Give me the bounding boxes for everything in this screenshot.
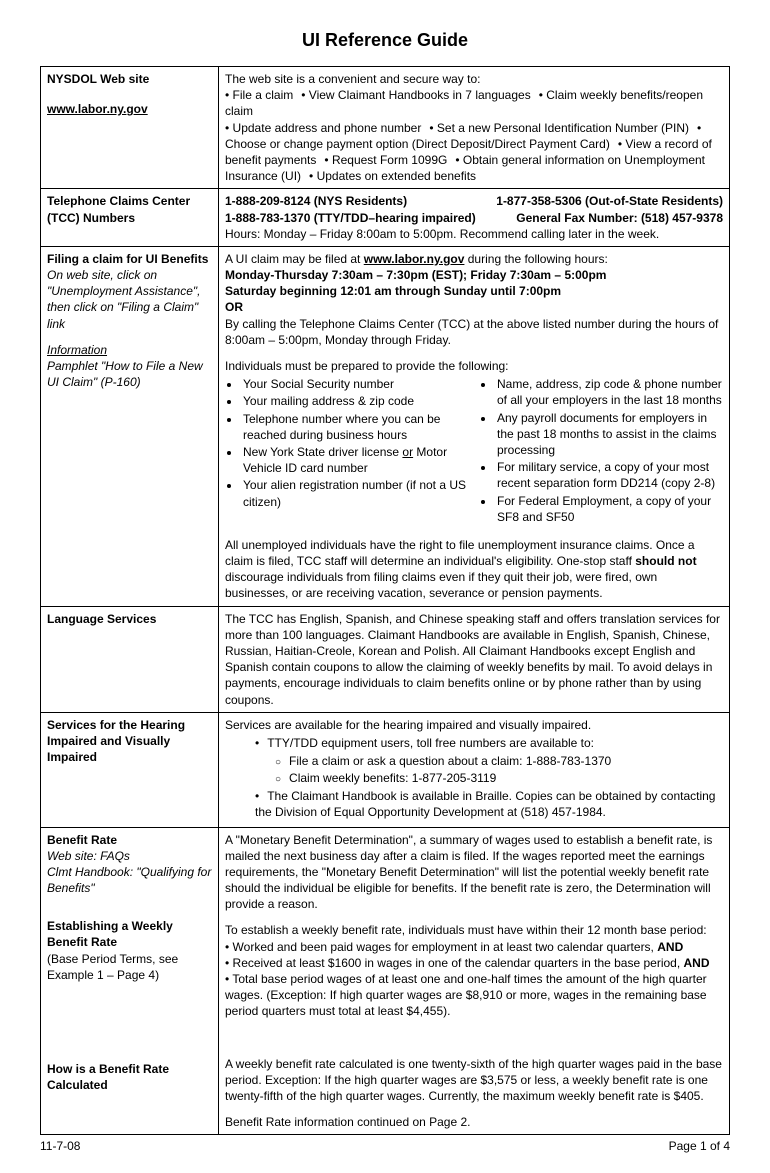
benefit-label-6: How is a Benefit Rate Calculated bbox=[47, 1061, 212, 1093]
footer-page: Page 1 of 4 bbox=[669, 1139, 730, 1153]
row-website: NYSDOL Web site www.labor.ny.gov The web… bbox=[41, 67, 730, 189]
row-filing: Filing a claim for UI Benefits On web si… bbox=[41, 246, 730, 606]
row-phone: Telephone Claims Center (TCC) Numbers 1-… bbox=[41, 189, 730, 247]
page-footer: 11-7-08 Page 1 of 4 bbox=[40, 1139, 730, 1153]
hearing-label: Services for the Hearing Impaired and Vi… bbox=[41, 712, 219, 827]
filing-label-3: Information bbox=[47, 342, 212, 358]
benefit-label-3: Clmt Handbook: "Qualifying for Benefits" bbox=[47, 864, 212, 896]
website-url[interactable]: www.labor.ny.gov bbox=[47, 101, 212, 117]
row-hearing: Services for the Hearing Impaired and Vi… bbox=[41, 712, 730, 827]
row-language: Language Services The TCC has English, S… bbox=[41, 606, 730, 712]
benefit-label-4: Establishing a Weekly Benefit Rate bbox=[47, 918, 212, 950]
website-content: The web site is a convenient and secure … bbox=[219, 67, 730, 189]
page-title: UI Reference Guide bbox=[40, 30, 730, 51]
benefit-label-5: (Base Period Terms, see Example 1 – Page… bbox=[47, 951, 212, 983]
benefit-content: A "Monetary Benefit Determination", a su… bbox=[219, 827, 730, 1135]
language-content: The TCC has English, Spanish, and Chines… bbox=[219, 606, 730, 712]
filing-label-2: On web site, click on "Unemployment Assi… bbox=[47, 267, 212, 332]
filing-label-4: Pamphlet "How to File a New UI Claim" (P… bbox=[47, 358, 212, 390]
benefit-label-1: Benefit Rate bbox=[47, 832, 212, 848]
phone-content: 1-888-209-8124 (NYS Residents)1-877-358-… bbox=[219, 189, 730, 247]
reference-table: NYSDOL Web site www.labor.ny.gov The web… bbox=[40, 66, 730, 1135]
row-benefit: Benefit Rate Web site: FAQs Clmt Handboo… bbox=[41, 827, 730, 1135]
footer-date: 11-7-08 bbox=[40, 1139, 80, 1153]
filing-label-1: Filing a claim for UI Benefits bbox=[47, 251, 212, 267]
hearing-content: Services are available for the hearing i… bbox=[219, 712, 730, 827]
benefit-label-2: Web site: FAQs bbox=[47, 848, 212, 864]
phone-label: Telephone Claims Center (TCC) Numbers bbox=[41, 189, 219, 247]
language-label: Language Services bbox=[41, 606, 219, 712]
filing-content: A UI claim may be filed at www.labor.ny.… bbox=[219, 246, 730, 606]
website-label-1: NYSDOL Web site bbox=[47, 71, 212, 87]
